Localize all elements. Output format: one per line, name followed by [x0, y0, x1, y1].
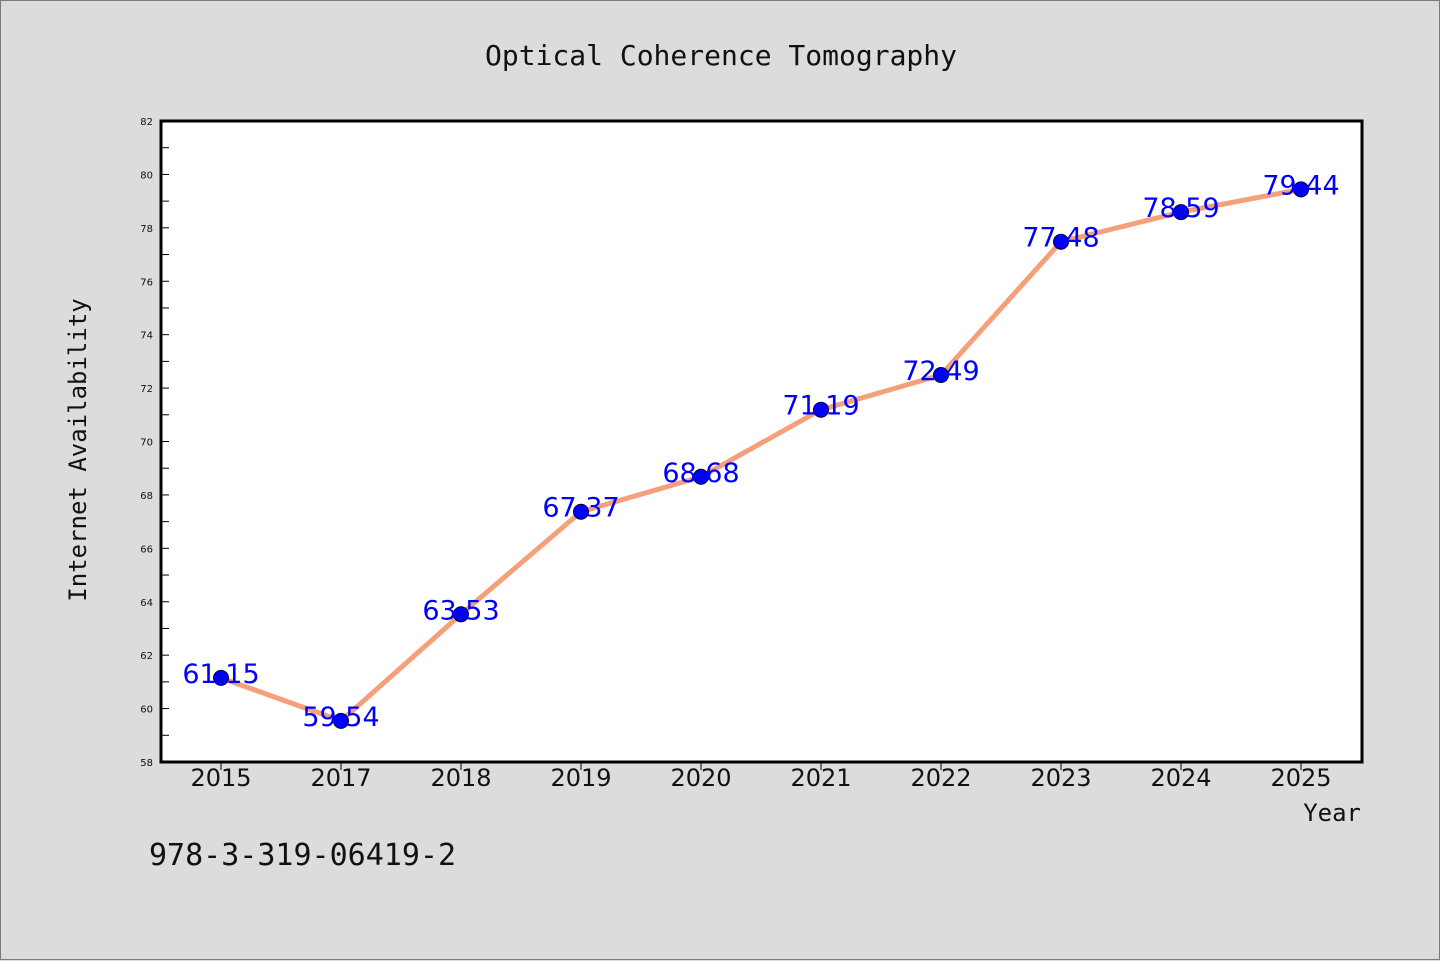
x-tick-label: 2017 — [310, 764, 371, 792]
data-point — [453, 606, 469, 623]
x-tick-label: 2021 — [790, 764, 851, 792]
y-tick-label: 68 — [140, 491, 153, 502]
x-axis-label: Year — [1303, 799, 1361, 827]
data-label: 59.54 — [302, 702, 379, 733]
y-tick-label: 78 — [140, 224, 153, 235]
y-tick-label: 80 — [140, 170, 153, 181]
y-tick-label: 64 — [140, 598, 153, 609]
data-label: 68.68 — [662, 458, 739, 489]
x-tick-label: 2018 — [430, 764, 491, 792]
chart-title: Optical Coherence Tomography — [485, 39, 957, 72]
series-line — [218, 186, 1304, 724]
y-tick-label: 70 — [140, 438, 153, 449]
x-tick-label: 2022 — [910, 764, 971, 792]
y-axis: 58 60 62 64 66 68 70 72 74 76 78 80 82 — [140, 117, 169, 769]
x-tick-label: 2015 — [190, 764, 251, 792]
data-point — [813, 401, 829, 418]
y-tick-label: 58 — [140, 758, 153, 769]
data-point — [1293, 181, 1309, 198]
data-point — [213, 669, 229, 686]
data-point — [333, 712, 349, 729]
y-tick-label: 76 — [140, 277, 153, 288]
data-label: 78.59 — [1142, 193, 1219, 224]
y-tick-label: 66 — [140, 544, 153, 555]
y-tick-label: 82 — [140, 117, 153, 128]
y-tick-label: 72 — [140, 384, 153, 395]
y-axis-label: Internet Availability — [64, 298, 92, 601]
x-tick-label: 2025 — [1270, 764, 1331, 792]
data-point — [933, 366, 949, 383]
data-point — [573, 503, 589, 520]
data-label: 61.15 — [182, 659, 259, 690]
data-label: 63.53 — [422, 595, 499, 626]
y-tick-label: 62 — [140, 651, 153, 662]
data-label: 77.48 — [1022, 223, 1099, 254]
data-label: 79.44 — [1262, 170, 1339, 201]
y-tick-label: 60 — [140, 705, 153, 716]
x-tick-label: 2023 — [1030, 764, 1091, 792]
data-point — [1173, 204, 1189, 221]
data-label: 71.19 — [782, 391, 859, 422]
x-tick-label: 2024 — [1150, 764, 1211, 792]
series-layer: 61.15 59.54 63.53 67.37 68.68 71.19 72.49 77.48… — [182, 170, 1339, 732]
isbn-footnote: 978-3-319-06419-2 — [149, 838, 456, 873]
x-axis: 2015 2017 2018 2019 2020 2021 2022 2023 2024 2025 — [190, 762, 1332, 792]
x-tick-label: 2019 — [550, 764, 611, 792]
x-tick-label: 2020 — [670, 764, 731, 792]
data-point — [693, 468, 709, 485]
data-label: 67.37 — [542, 493, 619, 524]
data-point — [1053, 233, 1069, 250]
y-tick-label: 74 — [140, 331, 153, 342]
data-label: 72.49 — [902, 356, 979, 387]
